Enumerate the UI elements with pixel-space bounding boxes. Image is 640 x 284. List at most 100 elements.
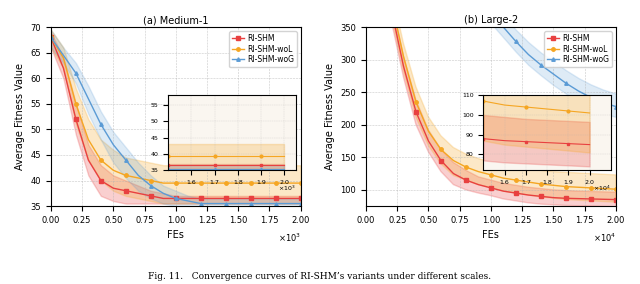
RI-SHM-woG (612, 105, 620, 108)
Y-axis label: Average Fitness Value: Average Fitness Value (325, 63, 335, 170)
RI-SHM (399, 64, 407, 68)
RI-SHM-woG (297, 202, 305, 205)
RI-SHM-woG (122, 158, 130, 162)
RI-SHM (475, 183, 483, 186)
RI-SHM-woL (412, 100, 420, 104)
RI-SHM-woL (587, 186, 595, 190)
RI-SHM-woG (134, 174, 142, 177)
RI-SHM-woL (60, 56, 67, 60)
RI-SHM (259, 197, 267, 200)
RI-SHM (84, 158, 92, 162)
RI-SHM (297, 197, 305, 200)
X-axis label: FEs: FEs (483, 230, 499, 240)
RI-SHM (487, 186, 495, 190)
RI-SHM-woL (259, 181, 267, 185)
RI-SHM-woL (184, 181, 192, 185)
RI-SHM (247, 197, 255, 200)
RI-SHM-woL (197, 181, 205, 185)
RI-SHM-woL (84, 138, 92, 141)
Title: (b) Large-2: (b) Large-2 (464, 15, 518, 25)
RI-SHM (184, 197, 192, 200)
RI-SHM-woG (184, 199, 192, 203)
RI-SHM (424, 139, 432, 143)
Legend: RI-SHM, RI-SHM-woL, RI-SHM-woG: RI-SHM, RI-SHM-woL, RI-SHM-woG (545, 31, 612, 67)
RI-SHM-woL (284, 181, 292, 185)
Legend: RI-SHM, RI-SHM-woL, RI-SHM-woG: RI-SHM, RI-SHM-woL, RI-SHM-woG (229, 31, 297, 67)
RI-SHM (97, 179, 105, 182)
RI-SHM-woG (97, 123, 105, 126)
Line: RI-SHM-woG: RI-SHM-woG (49, 36, 303, 205)
RI-SHM-woL (450, 159, 458, 162)
RI-SHM-woL (424, 130, 432, 133)
RI-SHM-woG (600, 101, 607, 104)
RI-SHM-woL (209, 181, 217, 185)
RI-SHM-woL (72, 102, 80, 106)
Line: RI-SHM: RI-SHM (364, 0, 618, 201)
RI-SHM-woL (97, 158, 105, 162)
RI-SHM-woL (512, 178, 520, 182)
RI-SHM-woG (575, 89, 582, 93)
RI-SHM-woL (247, 181, 255, 185)
Text: Fig. 11.   Convergence curves of RI-SHM’s variants under different scales.: Fig. 11. Convergence curves of RI-SHM’s … (148, 272, 492, 281)
RI-SHM-woG (487, 11, 495, 14)
RI-SHM-woL (297, 181, 305, 185)
RI-SHM (122, 189, 130, 193)
RI-SHM-woG (512, 40, 520, 43)
RI-SHM-woL (600, 187, 607, 190)
RI-SHM (462, 178, 470, 182)
RI-SHM-woL (399, 55, 407, 58)
RI-SHM (234, 197, 242, 200)
RI-SHM-woL (562, 185, 570, 188)
RI-SHM (437, 159, 445, 162)
RI-SHM-woG (47, 36, 55, 39)
X-axis label: FEs: FEs (167, 230, 184, 240)
RI-SHM-woG (109, 143, 117, 147)
RI-SHM-woG (272, 202, 280, 205)
RI-SHM-woG (525, 53, 532, 56)
RI-SHM-woL (575, 185, 582, 189)
RI-SHM-woL (612, 187, 620, 191)
RI-SHM (412, 110, 420, 114)
RI-SHM-woL (147, 179, 155, 182)
RI-SHM-woG (537, 63, 545, 67)
RI-SHM-woG (247, 202, 255, 205)
RI-SHM-woL (159, 181, 167, 185)
RI-SHM-woL (272, 181, 280, 185)
RI-SHM (47, 36, 55, 39)
RI-SHM-woL (134, 176, 142, 180)
RI-SHM-woG (284, 202, 292, 205)
RI-SHM (562, 197, 570, 200)
RI-SHM-woG (234, 202, 242, 205)
Y-axis label: Average Fitness Value: Average Fitness Value (15, 63, 25, 170)
RI-SHM-woL (47, 36, 55, 39)
RI-SHM (387, 6, 395, 9)
RI-SHM-woG (60, 54, 67, 57)
RI-SHM (134, 192, 142, 195)
RI-SHM-woL (222, 181, 230, 185)
Line: RI-SHM-woG: RI-SHM-woG (364, 0, 618, 108)
RI-SHM-woG (84, 97, 92, 101)
RI-SHM-woG (209, 202, 217, 205)
RI-SHM-woG (259, 202, 267, 205)
RI-SHM (284, 197, 292, 200)
RI-SHM (600, 198, 607, 201)
RI-SHM (587, 197, 595, 201)
RI-SHM (159, 197, 167, 200)
RI-SHM (272, 197, 280, 200)
RI-SHM-woL (387, 0, 395, 1)
Line: RI-SHM: RI-SHM (49, 36, 303, 200)
Title: (a) Medium-1: (a) Medium-1 (143, 15, 209, 25)
RI-SHM (612, 198, 620, 201)
RI-SHM (72, 118, 80, 121)
RI-SHM-woL (109, 169, 117, 172)
RI-SHM-woG (172, 197, 180, 200)
RI-SHM-woL (437, 148, 445, 151)
RI-SHM-woL (475, 170, 483, 173)
RI-SHM (575, 197, 582, 200)
RI-SHM-woL (487, 173, 495, 177)
RI-SHM-woG (550, 72, 557, 76)
Text: $\times 10^4$: $\times 10^4$ (593, 231, 616, 244)
Line: RI-SHM-woL: RI-SHM-woL (364, 0, 618, 191)
RI-SHM-woL (550, 183, 557, 187)
Text: $\times 10^3$: $\times 10^3$ (278, 231, 301, 244)
